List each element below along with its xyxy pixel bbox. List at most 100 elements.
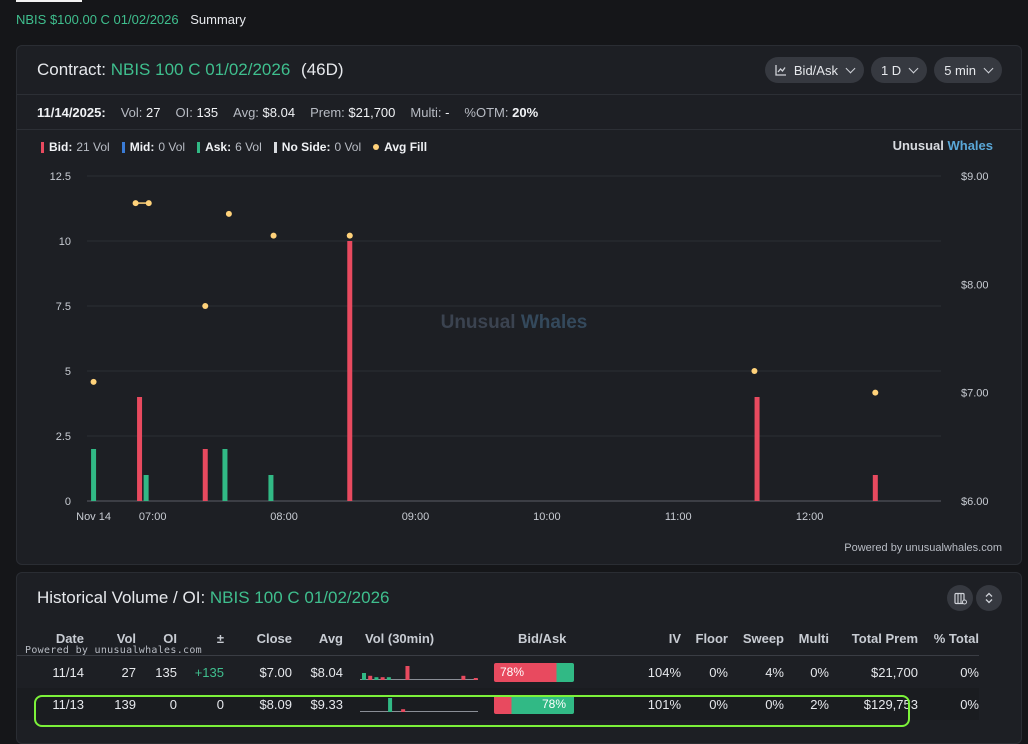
history-title: Historical Volume / OI: NBIS 100 C 01/02…	[37, 588, 389, 608]
sparkline-bar	[405, 666, 410, 681]
table-row[interactable]: 11/14 27 135 +135 $7.00 $8.04 78% 104% 0% 4% 0% $21…	[17, 656, 979, 689]
range-dropdown[interactable]: 1 D	[870, 57, 928, 83]
cell-close: $7.00	[259, 664, 292, 680]
volume-sparkline	[360, 666, 478, 681]
chevron-down-icon	[845, 63, 856, 74]
columns-icon	[953, 592, 967, 604]
col-pct-total[interactable]: % Total	[918, 621, 979, 656]
sparkline-bar	[473, 678, 478, 681]
avg-fill-dot	[872, 389, 879, 396]
col-avg[interactable]: Avg	[292, 621, 343, 656]
breadcrumb-contract-link[interactable]: NBIS $100.00 C 01/02/2026	[16, 12, 179, 27]
contract-symbol[interactable]: NBIS 100 C 01/02/2026	[110, 60, 291, 79]
col-bid-ask[interactable]: Bid/Ask	[478, 621, 628, 656]
col-oi-change[interactable]: ±	[177, 621, 224, 656]
sparkline-bar	[380, 677, 385, 681]
y-left-tick-label: 7.5	[56, 301, 71, 313]
breadcrumb: NBIS $100.00 C 01/02/2026 Summary	[16, 12, 246, 27]
cell-total-prem: $21,700	[871, 664, 918, 680]
cell-vol: 27	[121, 664, 136, 680]
legend-avg-fill[interactable]: Avg Fill	[373, 140, 431, 154]
y-left-tick-label: 12.5	[50, 171, 71, 183]
cell-iv: 104%	[647, 664, 681, 680]
table-row[interactable]: 11/13 139 0 0 $8.09 $9.33 78% 101% 0% 0% 2% $129,75…	[17, 688, 979, 720]
stat-vol: Vol: 27	[120, 104, 161, 120]
y-left-tick-label: 10	[59, 236, 71, 248]
col-close[interactable]: Close	[224, 621, 292, 656]
sparkline-bar	[374, 677, 379, 681]
col-vol[interactable]: Vol	[84, 621, 136, 656]
cell-avg: $9.33	[292, 688, 343, 720]
interval-dropdown[interactable]: 5 min	[934, 57, 1002, 83]
col-floor[interactable]: Floor	[681, 621, 728, 656]
chart-legend: Bid: 21 Vol Mid: 0 Vol Ask: 6 Vol No Side: 0…	[41, 140, 431, 154]
chart-type-label: Bid/Ask	[793, 62, 838, 78]
bid-volume-bar	[347, 241, 353, 501]
expand-icon	[985, 592, 993, 604]
bid-volume-bar	[872, 475, 878, 501]
ask-volume-bar	[143, 475, 149, 501]
sparkline-bar	[362, 673, 366, 681]
stat-prem: Prem: $21,700	[310, 104, 396, 120]
col-iv[interactable]: IV	[628, 621, 681, 656]
sparkline-bar	[368, 676, 373, 681]
expand-button[interactable]	[976, 585, 1002, 611]
sparkline-bar	[461, 676, 466, 681]
bid-ask-ratio-bar: 78%	[494, 694, 574, 714]
bid-ask-pct-label: 78%	[541, 696, 566, 711]
top-tab-indicator	[16, 0, 82, 2]
legend-ask[interactable]: Ask: 6 Vol	[197, 140, 262, 154]
powered-by-label: Powered by unusualwhales.com	[844, 542, 1002, 554]
cell-date: 11/14	[52, 664, 84, 680]
volume-sparkline	[360, 698, 478, 713]
stats-date: 11/14/2025:	[37, 104, 106, 120]
y-left-tick-label: 5	[65, 366, 71, 378]
bid-volume-bar	[137, 397, 143, 501]
legend-bid[interactable]: Bid: 21 Vol	[41, 140, 110, 154]
col-sweep[interactable]: Sweep	[728, 621, 784, 656]
bid-ask-volume-chart: 0 2.5 5 7.5 10 12.5 $6.00 $7.00 $8.00 $9.00 Nov 14…	[50, 171, 989, 523]
chevron-down-icon	[983, 63, 994, 74]
sparkline-bar	[388, 698, 393, 713]
history-panel: Historical Volume / OI: NBIS 100 C 01/02…	[16, 572, 1022, 744]
contract-title-label: Contract:	[37, 60, 106, 79]
avg-fill-dot	[202, 303, 209, 309]
legend-no-side[interactable]: No Side: 0 Vol	[273, 140, 361, 154]
x-tick-label: 11:00	[665, 511, 692, 523]
legend-mid[interactable]: Mid: 0 Vol	[121, 140, 185, 154]
col-oi[interactable]: OI	[136, 621, 177, 656]
brand-logo: Unusual Whales	[892, 138, 993, 153]
ask-volume-bar	[222, 449, 228, 501]
cell-iv: 101%	[628, 688, 681, 720]
contract-title: Contract: NBIS 100 C 01/02/2026 (46D)	[37, 60, 344, 80]
col-multi[interactable]: Multi	[784, 621, 829, 656]
cell-sweep: 0%	[728, 688, 784, 720]
bid-ask-pct-label: 78%	[500, 664, 525, 679]
cell-total-prem: $129,753	[829, 688, 918, 720]
bid-ask-ratio-bar: 78%	[494, 662, 574, 682]
cell-oi-change: 0	[177, 688, 224, 720]
days-to-expiry: (46D)	[301, 60, 344, 79]
col-vol-30min: Vol (30min)	[343, 621, 478, 656]
chart-watermark: Unusual Whales	[441, 312, 588, 333]
column-settings-button[interactable]	[947, 585, 973, 611]
stat-avg: Avg: $8.04	[233, 104, 296, 120]
cell-multi: 0%	[810, 664, 829, 680]
bid-volume-bar	[754, 397, 760, 501]
cell-avg: $8.04	[310, 664, 343, 680]
x-tick-label: 07:00	[139, 511, 167, 523]
contract-stats-bar: 11/14/2025: Vol: 27 OI: 135 Avg: $8.04 P…	[17, 94, 1021, 130]
cell-spark	[343, 688, 478, 720]
chart-type-dropdown[interactable]: Bid/Ask	[764, 57, 864, 83]
x-tick-label: 10:00	[533, 511, 561, 523]
col-total-prem[interactable]: Total Prem	[829, 621, 918, 656]
history-table: Date Vol OI ± Close Avg Vol (30min) Bid/…	[17, 621, 979, 720]
stat-multi: Multi: -	[410, 104, 450, 120]
contract-panel: Contract: NBIS 100 C 01/02/2026 (46D) Bi…	[16, 45, 1022, 565]
avg-fill-dot	[270, 232, 277, 239]
history-symbol[interactable]: NBIS 100 C 01/02/2026	[209, 588, 390, 607]
col-date[interactable]: Date	[17, 621, 84, 656]
y-right-tick-label: $6.00	[961, 496, 989, 508]
x-tick-label: 08:00	[270, 511, 298, 523]
cell-close: $8.09	[224, 688, 292, 720]
